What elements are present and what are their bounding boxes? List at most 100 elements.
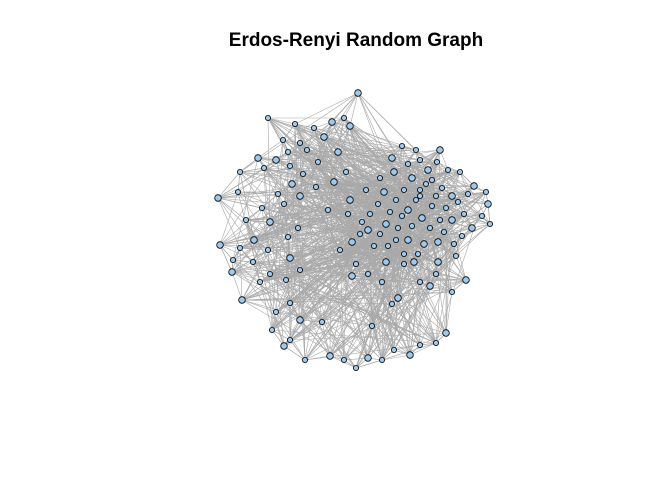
graph-edge [381,354,411,361]
graph-node [254,154,262,162]
graph-node [436,146,444,154]
graph-node [400,186,407,193]
graph-edge [253,157,393,241]
graph-node [214,194,222,202]
graph-node [442,329,450,337]
graph-node [258,204,265,211]
graph-node [326,352,334,360]
graph-edge [365,157,393,191]
graph-node [366,210,373,217]
graph-edge [239,157,259,173]
graph-edge [381,279,467,283]
graph-edge [271,179,433,331]
graph-edge [373,239,409,247]
graph-node [418,214,426,222]
graph-edge [407,239,411,356]
graph-node [438,184,445,191]
graph-node [486,220,493,227]
graph-edge [413,187,443,263]
graph-edge [285,279,331,357]
graph-node [296,316,304,324]
graph-edge [323,117,345,138]
graph-edge [282,123,296,141]
graph-node [272,308,279,315]
graph-node [406,351,414,359]
graph-node [256,278,263,285]
graph-edge [219,195,437,246]
graph-edge [269,139,284,223]
graph-edge [455,193,469,257]
graph-edge [289,281,421,304]
graph-node [340,115,347,122]
graph-edge [261,207,277,313]
graph-edge [333,181,443,189]
graph-node [448,192,456,200]
graph-node [296,192,304,200]
graph-node [320,133,328,141]
graph-edge [333,181,369,359]
graph-edge [401,145,409,165]
graph-node [478,212,485,219]
graph-edge [299,195,389,247]
graph-edge [239,199,351,249]
graph-edge [297,177,381,229]
graph-node [330,178,338,186]
graph-edge [419,169,449,197]
graph-node [426,282,434,290]
graph-edge [441,187,467,281]
graph-edge [289,201,459,304]
graph-edge [239,171,255,241]
graph-node [390,168,398,176]
graph-node [279,136,286,143]
graph-node [394,224,401,231]
graph-edge [289,195,421,304]
graph-edge [407,191,487,241]
graph-edge [269,203,379,275]
graph-node [434,238,442,246]
graph-edge [239,183,427,249]
graph-edge [275,159,335,183]
graph-node [301,356,308,363]
graph-edge [294,92,359,125]
graph-edge [283,219,441,347]
graph-edge [259,225,413,283]
graph-node [236,168,243,175]
graph-edge [371,325,395,351]
graph-edge [435,255,457,275]
graph-edge [289,302,373,327]
graph-edge [275,311,306,361]
graph-edge [369,213,383,361]
graph-edge [415,149,489,205]
graph-edge [219,189,367,246]
graph-node [229,256,236,263]
graph-edge [231,271,271,275]
graph-node [408,174,416,182]
graph-node [266,270,273,277]
graph-edge [417,223,491,255]
graph-edge [445,291,453,334]
graph-edge [413,215,483,263]
graph-node [482,188,489,195]
graph-edge [304,344,421,361]
graph-node [342,168,349,175]
graph-node [364,354,372,362]
graph-edge [365,189,375,247]
graph-edge [252,261,271,275]
graph-edge [435,149,441,275]
graph-edge [219,213,349,246]
graph-edge [349,199,459,203]
graph-node [284,233,291,240]
graph-node [264,246,271,253]
graph-node [296,139,303,146]
graph-node [448,288,455,295]
graph-node [436,216,443,223]
graph-edge [232,142,301,261]
graph-edge [333,181,379,205]
graph-edge [232,259,306,361]
graph-edge [263,167,345,361]
graph-edge [333,125,351,183]
graph-edge [333,181,419,255]
graph-node [386,208,393,215]
graph-edge [263,167,373,327]
graph-edge [337,151,457,257]
